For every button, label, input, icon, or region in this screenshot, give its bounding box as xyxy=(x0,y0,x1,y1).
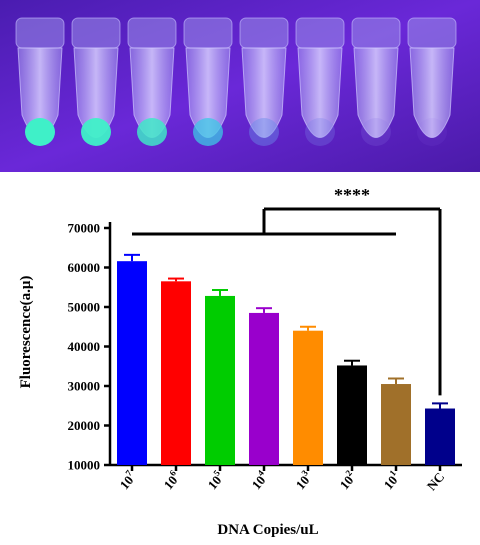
bar xyxy=(117,261,147,465)
bar xyxy=(161,281,191,465)
significance-label: **** xyxy=(334,185,370,205)
tube-cap xyxy=(71,17,121,49)
x-tick-label: 104 xyxy=(247,468,272,493)
tube-cap xyxy=(183,17,233,49)
tube xyxy=(15,17,65,146)
x-axis: 107 106 105 104 103 102 101 NC xyxy=(110,463,462,493)
tube-cap xyxy=(351,17,401,49)
tube xyxy=(295,17,345,146)
x-tick-label: 102 xyxy=(335,468,360,493)
tube-liquid-glow xyxy=(417,118,447,146)
bar xyxy=(205,295,235,465)
y-tick-label: 50000 xyxy=(68,300,101,315)
x-tick-label: 103 xyxy=(291,468,316,493)
y-axis-title: Fluorescence(a.μ) xyxy=(18,276,34,389)
tube xyxy=(407,17,457,146)
tube-liquid-glow xyxy=(361,118,391,146)
y-tick-label: 30000 xyxy=(68,379,101,394)
tube-cap xyxy=(127,17,177,49)
tube-liquid-glow xyxy=(193,118,223,146)
tube xyxy=(239,17,289,146)
tube-cap xyxy=(15,17,65,49)
y-tick-label: 60000 xyxy=(68,260,101,275)
bar xyxy=(249,312,279,465)
y-tick-label: 70000 xyxy=(68,221,101,236)
tube-body xyxy=(409,47,455,138)
tube-liquid-glow xyxy=(249,118,279,146)
tube-cap xyxy=(239,17,289,49)
bars xyxy=(117,253,455,465)
tube-cap xyxy=(407,17,457,49)
tube-liquid-glow xyxy=(137,118,167,146)
tube-liquid-glow xyxy=(81,118,111,146)
tube-cap xyxy=(295,17,345,49)
significance-bracket: **** xyxy=(132,185,442,396)
bar xyxy=(381,384,411,465)
x-tick-label: 106 xyxy=(159,468,184,493)
tube xyxy=(183,17,233,146)
bar xyxy=(337,365,367,465)
tube xyxy=(71,17,121,146)
x-tick-label: 101 xyxy=(379,468,404,493)
y-axis: 10000 20000 30000 40000 50000 60000 70000 xyxy=(68,221,112,473)
y-tick-label: 20000 xyxy=(68,418,101,433)
tube-liquid-glow xyxy=(25,118,55,146)
tube xyxy=(127,17,177,146)
tube-liquid-glow xyxy=(305,118,335,146)
x-tick-label: 105 xyxy=(203,468,228,493)
bar xyxy=(293,330,323,465)
x-tick-label: NC xyxy=(424,469,448,493)
x-tick-label: 107 xyxy=(115,468,140,493)
tube xyxy=(351,17,401,146)
x-axis-title: DNA Copies/uL xyxy=(217,522,318,538)
tube-body xyxy=(353,47,399,138)
y-tick-label: 40000 xyxy=(68,339,101,354)
tube-body xyxy=(297,47,343,138)
y-tick-label: 10000 xyxy=(68,458,101,473)
bar xyxy=(425,408,455,465)
tube-body xyxy=(241,47,287,138)
fluorescence-tubes-photo xyxy=(0,0,480,172)
